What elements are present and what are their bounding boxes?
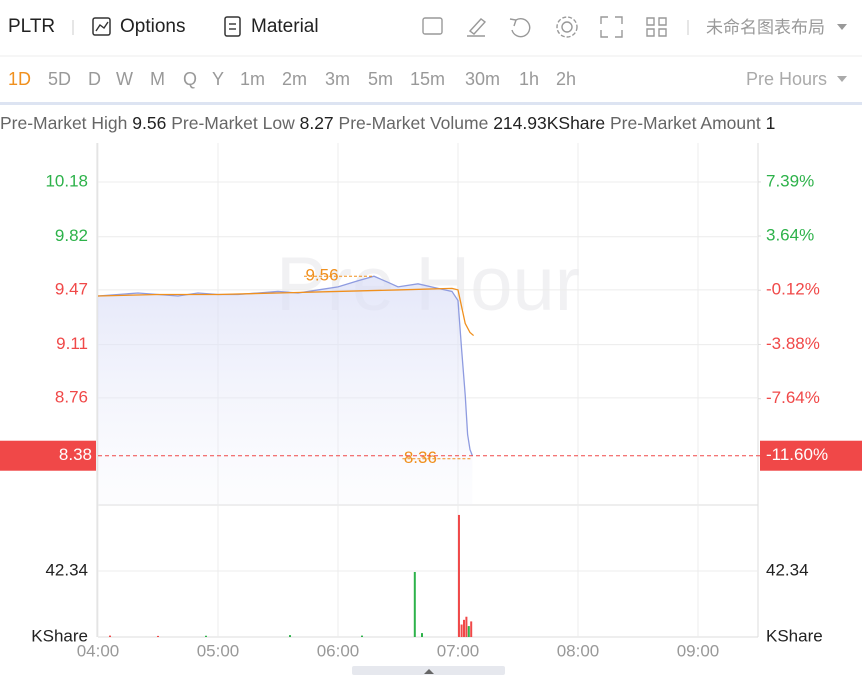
volume-bar: [421, 633, 423, 637]
volume-bar: [457, 514, 460, 637]
period-option[interactable]: W: [116, 69, 133, 89]
volume-bar: [465, 616, 468, 637]
y2-tick-label: 7.39%: [766, 171, 814, 190]
indicator-icon[interactable]: [422, 17, 443, 35]
options-icon-line: [95, 21, 109, 32]
session-select[interactable]: Pre Hours: [746, 69, 827, 89]
period-option[interactable]: Q: [183, 69, 197, 89]
volume-bar: [467, 626, 470, 637]
y-tick-label: 8.76: [55, 387, 88, 406]
stat-value: 8.27: [300, 113, 334, 133]
y-tick-label: 9.47: [55, 279, 88, 298]
period-option[interactable]: 1m: [240, 69, 265, 89]
period-option[interactable]: 30m: [465, 69, 500, 89]
x-tick-label: 08:00: [557, 641, 600, 660]
draw-icon[interactable]: [467, 18, 487, 37]
volume-bar: [460, 624, 463, 637]
last-price-box: [0, 440, 96, 471]
period-option[interactable]: 5m: [368, 69, 393, 89]
layout-icon[interactable]: [646, 17, 667, 37]
undo-icon[interactable]: [509, 17, 531, 38]
price-line: [97, 275, 474, 456]
tool-icons: [422, 16, 667, 38]
material-icon: [224, 16, 241, 37]
y-tick-label: 9.11: [56, 334, 88, 353]
average-line: [97, 287, 475, 337]
y2-tick-label: 3.64%: [766, 226, 814, 245]
fullscreen-icon[interactable]: [600, 16, 623, 38]
stat-label: Pre-Market Volume: [339, 113, 489, 133]
stats-row: Pre-Market High 9.56 Pre-Market Low 8.27…: [0, 113, 775, 133]
x-tick-label: 09:00: [677, 641, 720, 660]
period-option[interactable]: 15m: [410, 69, 445, 89]
annotation-label: 8.36: [404, 448, 437, 467]
period-option[interactable]: 3m: [325, 69, 350, 89]
y2-tick-label: -0.12%: [766, 280, 820, 299]
last-change-label: -11.60%: [766, 445, 828, 464]
stat-label: Pre-Market High: [0, 113, 127, 133]
y2-tick-label: -7.64%: [766, 388, 820, 407]
dropdown-arrow: [837, 76, 847, 82]
volume-bar: [157, 635, 159, 637]
divider: [0, 102, 862, 105]
volume-bar: [463, 619, 465, 637]
options-label[interactable]: Options: [120, 16, 185, 37]
volume-bar: [361, 635, 363, 637]
symbol[interactable]: PLTR: [8, 16, 55, 37]
dropdown-arrow: [837, 24, 847, 30]
annotation-label: 9.56: [305, 266, 338, 285]
volume-bar: [109, 635, 111, 637]
volume-tick-label: 42.34: [45, 560, 88, 579]
volume-bar: [413, 571, 416, 637]
x-tick-label: 05:00: [197, 641, 240, 660]
y-tick-label: 9.82: [55, 226, 88, 245]
period-option[interactable]: D: [88, 69, 101, 89]
x-tick-label: 04:00: [77, 641, 120, 660]
options-icon: [92, 17, 111, 36]
stat-value: 214.93KShare: [493, 113, 605, 133]
period-option[interactable]: Y: [212, 69, 224, 89]
period-bar: 1D 5D D W M Q Y 1m 2m 3m 5m 15m 30m 1h 2h: [8, 69, 576, 89]
period-option[interactable]: 1D: [8, 69, 31, 89]
price-area: [98, 276, 473, 505]
scroll-arrow: [424, 669, 434, 674]
period-option[interactable]: 2h: [556, 69, 576, 89]
period-option[interactable]: 5D: [48, 69, 71, 89]
stat-label: Pre-Market Amount: [610, 113, 761, 133]
y2-tick-label: -3.88%: [766, 334, 820, 353]
period-option[interactable]: 1h: [519, 69, 539, 89]
volume-bar: [205, 635, 207, 637]
material-button[interactable]: Material: [224, 16, 319, 37]
period-option[interactable]: 2m: [282, 69, 307, 89]
volume-tick-label: KShare: [766, 626, 823, 645]
x-tick-label: 06:00: [317, 641, 360, 660]
volume-tick-label: KShare: [31, 626, 88, 645]
period-option[interactable]: M: [150, 69, 165, 89]
settings-icon[interactable]: [561, 21, 573, 33]
last-price-label: 8.38: [59, 445, 92, 464]
volume-bar: [289, 635, 291, 637]
stat-value: 1: [766, 113, 776, 133]
y-tick-label: 10.18: [45, 171, 88, 190]
options-button[interactable]: Options: [92, 16, 185, 37]
x-tick-label: 07:00: [437, 641, 480, 660]
stat-label: Pre-Market Low: [171, 113, 295, 133]
volume-tick-label: 42.34: [766, 560, 809, 579]
layout-name[interactable]: 未命名图表布局: [706, 18, 825, 38]
last-change-box: [760, 440, 862, 471]
volume-bar: [470, 621, 473, 637]
stat-value: 9.56: [132, 113, 166, 133]
material-label[interactable]: Material: [251, 16, 319, 37]
settings-icon-ring: [556, 16, 578, 38]
